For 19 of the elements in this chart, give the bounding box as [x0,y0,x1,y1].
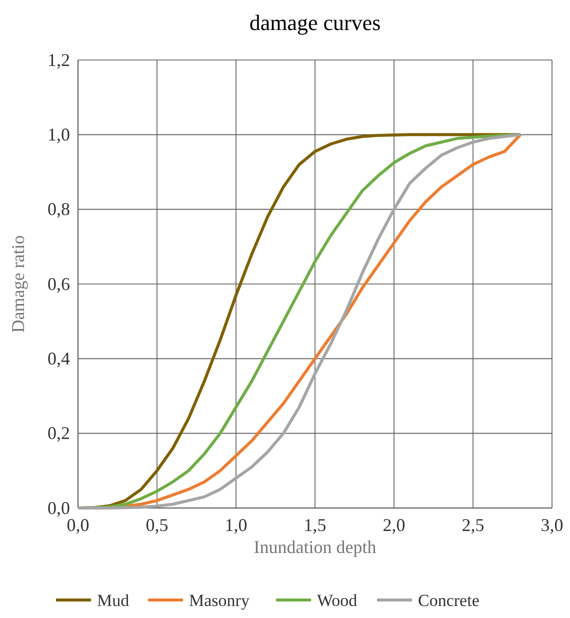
x-tick-label: 1,5 [304,514,326,535]
y-tick-label: 0,6 [48,274,70,294]
legend-label: Mud [97,591,130,610]
y-tick-label: 0,4 [48,348,70,368]
y-tick-label: 0,8 [48,199,70,220]
x-tick-label: 0,5 [146,514,168,535]
x-tick-label: 2,5 [462,514,484,535]
x-tick-label: 3,0 [540,514,564,535]
x-tick-label: 1,0 [224,514,248,535]
y-tick-label: 0,2 [48,423,70,444]
y-axis-title: Damage ratio [8,235,28,333]
x-tick-label: 2,0 [382,514,406,535]
legend-label: Wood [317,591,358,610]
legend-label: Masonry [189,591,250,610]
y-tick-label: 1,2 [48,50,70,70]
y-tick-label: 1,0 [48,124,70,144]
chart-title: damage curves [249,10,381,35]
x-axis-title: Inundation depth [254,537,376,557]
legend-label: Concrete [418,591,480,610]
